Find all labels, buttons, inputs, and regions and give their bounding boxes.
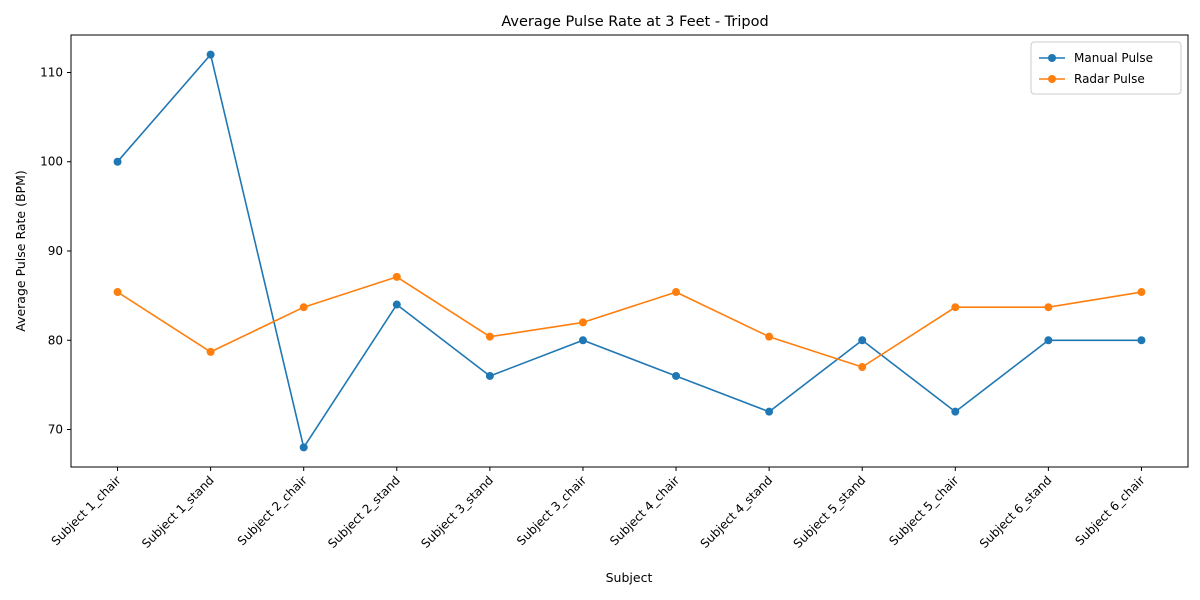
series-1	[113, 272, 1146, 372]
data-point	[858, 336, 867, 345]
y-tick-label: 100	[40, 155, 63, 169]
data-point	[578, 318, 587, 327]
data-point	[392, 300, 401, 309]
plot-area	[113, 50, 1146, 452]
data-point	[299, 443, 308, 452]
x-tick-label: Subject 6_stand	[977, 473, 1055, 551]
data-point	[765, 332, 774, 341]
x-tick-label: Subject 2_chair	[235, 473, 310, 548]
y-tick-label: 80	[48, 333, 63, 347]
legend: Manual Pulse Radar Pulse	[1030, 41, 1182, 95]
y-axis-label: Average Pulse Rate (BPM)	[13, 170, 28, 331]
x-axis: Subject 1_chair Subject 1_stand Subject 2_…	[49, 467, 1148, 551]
data-point	[578, 336, 587, 345]
x-axis-label: Subject	[606, 570, 653, 585]
data-point	[113, 288, 122, 297]
data-point	[485, 332, 494, 341]
x-tick-label: Subject 4_chair	[607, 473, 682, 548]
data-point	[765, 407, 774, 416]
chart-title: Average Pulse Rate at 3 Feet - Tripod	[501, 14, 768, 30]
data-point	[672, 371, 681, 380]
data-point	[113, 157, 122, 166]
data-point	[1044, 303, 1053, 312]
x-tick-label: Subject 6_chair	[1073, 473, 1148, 548]
plot-frame	[70, 34, 1189, 468]
data-point	[206, 347, 215, 356]
series-line	[116, 53, 1142, 449]
x-tick-label: Subject 4_stand	[698, 473, 776, 551]
data-point	[858, 363, 867, 372]
y-tick-label: 110	[40, 65, 63, 79]
x-tick-label: Subject 1_stand	[139, 473, 217, 551]
y-axis: 70 80 90 100 110	[40, 65, 71, 437]
x-tick-label: Subject 5_chair	[886, 473, 961, 548]
legend-marker	[1048, 75, 1056, 83]
y-tick-label: 70	[48, 423, 63, 437]
data-point	[951, 303, 960, 312]
legend-label: Radar Pulse	[1074, 72, 1145, 86]
x-tick-label: Subject 3_stand	[418, 473, 496, 551]
data-point	[299, 303, 308, 312]
data-point	[1137, 288, 1146, 297]
legend-label: Manual Pulse	[1074, 51, 1153, 65]
data-point	[485, 371, 494, 380]
legend-frame	[1030, 41, 1182, 95]
series-0	[113, 50, 1146, 452]
data-point	[1137, 336, 1146, 345]
x-tick-label: Subject 5_stand	[791, 473, 869, 551]
data-point	[206, 50, 215, 59]
y-tick-label: 90	[48, 244, 63, 258]
data-point	[672, 288, 681, 297]
x-tick-label: Subject 2_stand	[325, 473, 403, 551]
x-tick-label: Subject 1_chair	[49, 473, 124, 548]
x-tick-label: Subject 3_chair	[514, 473, 589, 548]
data-point	[951, 407, 960, 416]
legend-marker	[1048, 54, 1056, 62]
series-line	[117, 276, 1142, 368]
data-point	[392, 272, 401, 281]
data-point	[1044, 336, 1053, 345]
